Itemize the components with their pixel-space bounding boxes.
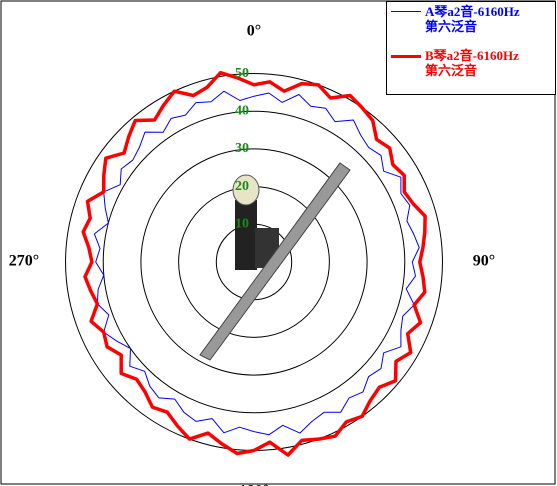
legend-label: B琴a2音-6160Hz 第六泛音 [425, 46, 530, 78]
legend-swatch [391, 55, 421, 58]
legend-item: B琴a2音-6160Hz 第六泛音 [387, 46, 555, 90]
theta-tick-label: 0° [247, 23, 261, 40]
legend-item: A琴a2音-6160Hz 第六泛音 [387, 2, 555, 46]
r-tick-label: 30 [235, 141, 249, 156]
instrument-illustration [200, 163, 350, 360]
r-tick-label: 20 [235, 179, 249, 194]
stand [235, 200, 257, 270]
legend-swatch [391, 11, 421, 12]
theta-tick-label: 90° [473, 253, 495, 270]
bow [200, 163, 350, 360]
legend-label: A琴a2音-6160Hz 第六泛音 [425, 2, 530, 34]
r-tick-label: 40 [235, 103, 249, 118]
legend: A琴a2音-6160Hz 第六泛音 B琴a2音-6160Hz 第六泛音 [386, 1, 556, 95]
page: 0°90°180°270°1020304050 A琴a2音-6160Hz 第六泛… [0, 0, 557, 486]
theta-tick-label: 270° [9, 253, 39, 270]
r-tick-label: 10 [235, 217, 249, 232]
r-tick-label: 50 [235, 66, 249, 81]
